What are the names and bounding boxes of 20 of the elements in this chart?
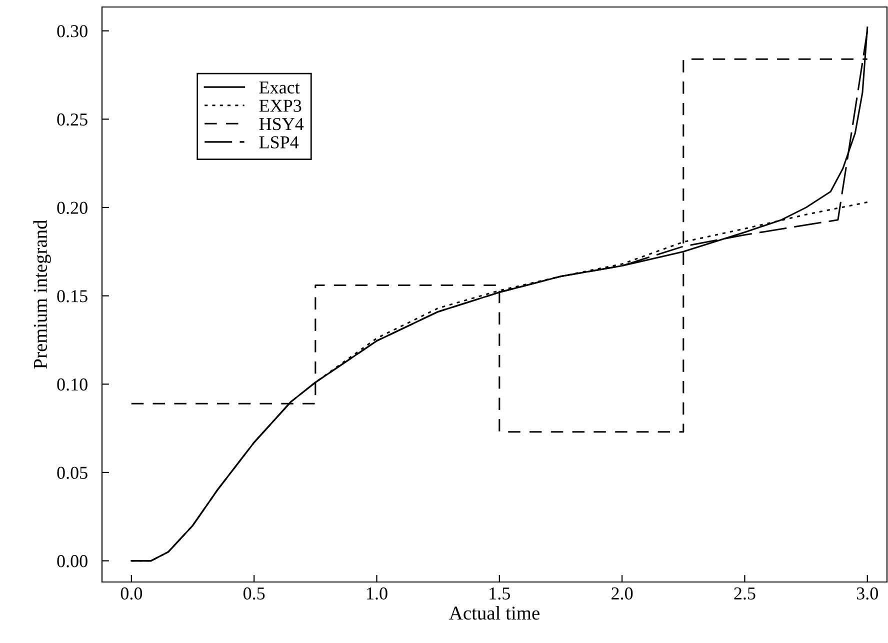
x-tick-label: 3.0	[856, 587, 878, 600]
y-axis-title: Premium integrand	[33, 220, 51, 369]
legend-label: Exact	[259, 82, 300, 94]
y-tick-label: 0.00	[57, 555, 88, 568]
y-tick-label: 0.05	[57, 466, 88, 479]
y-tick-label: 0.20	[57, 202, 88, 214]
y-tick-label: 0.30	[57, 25, 88, 38]
y-tick-label: 0.25	[57, 113, 88, 126]
x-tick-label: 2.0	[612, 587, 633, 600]
legend-label: EXP3	[259, 100, 302, 112]
legend-label: HSY4	[259, 118, 304, 130]
x-tick-label: 1.5	[490, 587, 510, 600]
x-axis-title: Actual time	[449, 606, 540, 620]
x-tick-label: 1.0	[367, 587, 388, 600]
x-tick-label: 0.5	[243, 587, 265, 600]
x-tick-label: 0.0	[120, 587, 142, 600]
legend-label: LSP4	[259, 136, 299, 148]
x-tick-label: 2.5	[734, 587, 756, 600]
y-tick-label: 0.15	[57, 290, 88, 302]
y-tick-label: 0.10	[57, 378, 88, 391]
